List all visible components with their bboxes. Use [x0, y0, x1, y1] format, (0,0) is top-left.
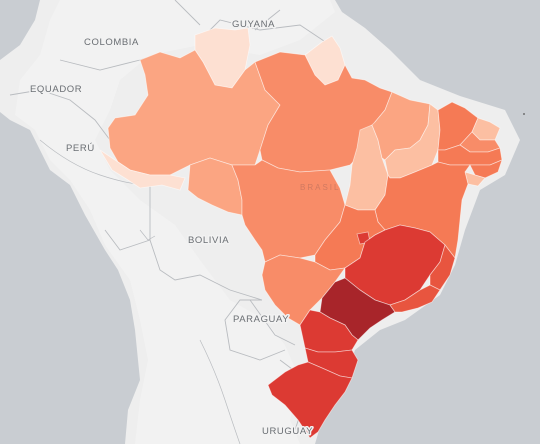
label-brasil: BRASIL [300, 183, 340, 192]
label-equador: EQUADOR [30, 84, 82, 95]
label-colombia: COLOMBIA [84, 37, 139, 48]
label-bolivia: BOLIVIA [188, 235, 229, 246]
state-rio-grande-do-sul[interactable] [267, 361, 353, 439]
state-rio-de-janeiro[interactable] [389, 284, 441, 313]
brazil-states[interactable] [99, 27, 503, 439]
label-peru: PERÚ [66, 143, 95, 154]
map-labels: GUYANA COLOMBIA EQUADOR PERÚ BOLIVIA PAR… [29, 18, 340, 439]
label-paraguay: PARAGUAY [233, 314, 289, 325]
marker-dot [523, 113, 525, 115]
label-guyana: GUYANA [232, 19, 275, 30]
neighbor-countries [15, 0, 335, 444]
state-acre[interactable] [99, 149, 186, 191]
label-uruguay: URUGUAY [262, 426, 313, 437]
